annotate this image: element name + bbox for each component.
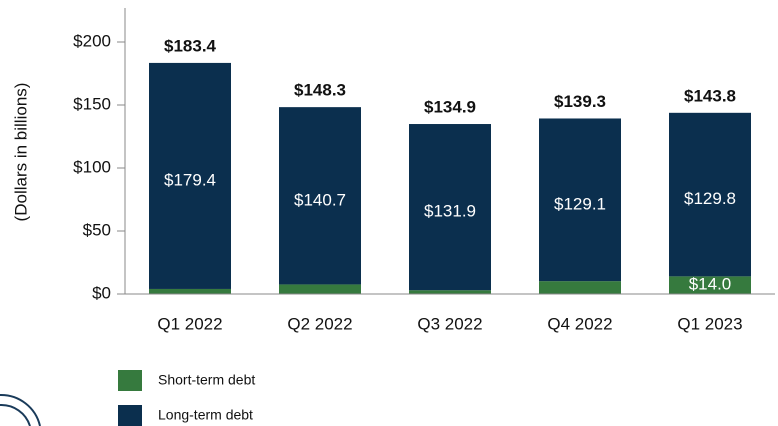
- bar-segment: [409, 124, 491, 291]
- bar-segment: [149, 62, 231, 289]
- bar-segment: [539, 281, 621, 294]
- x-tick-label: Q4 2022: [547, 314, 612, 333]
- x-tick-label: Q3 2022: [417, 314, 482, 333]
- value-label: $179.4: [164, 170, 216, 189]
- total-label: $148.3: [294, 81, 346, 100]
- legend-label: Long-term debt: [158, 407, 253, 423]
- value-label: $131.9: [424, 202, 476, 221]
- legend-swatch: [118, 405, 142, 426]
- bar-segment: [149, 288, 231, 294]
- y-axis-label: (Dollars in billions): [11, 83, 30, 222]
- logo: [0, 403, 31, 426]
- value-label: $129.1: [554, 194, 606, 213]
- bar-segment: [279, 107, 361, 285]
- y-tick-label: $200: [73, 31, 111, 50]
- value-label: $129.8: [684, 189, 736, 208]
- y-tick-label: $150: [73, 94, 111, 113]
- x-tick-label: Q1 2022: [157, 314, 222, 333]
- total-label: $139.3: [554, 92, 606, 111]
- y-tick-label: $50: [83, 220, 111, 239]
- value-label: $14.0: [689, 275, 732, 294]
- bar-segment: [279, 284, 361, 294]
- bar-segment: [409, 290, 491, 294]
- bar-segment: [669, 112, 751, 277]
- total-label: $143.8: [684, 86, 736, 105]
- y-tick-label: $100: [73, 157, 111, 176]
- bar-segment: [539, 118, 621, 282]
- x-tick-label: Q1 2023: [677, 314, 742, 333]
- legend-swatch: [118, 370, 142, 391]
- legend-label: Short-term debt: [158, 372, 255, 388]
- logo: [0, 393, 41, 426]
- total-label: $134.9: [424, 98, 476, 117]
- bar-segment: [669, 276, 751, 294]
- x-tick-label: Q2 2022: [287, 314, 352, 333]
- total-label: $183.4: [164, 36, 217, 55]
- value-label: $140.7: [294, 190, 346, 209]
- y-tick-label: $0: [92, 283, 111, 302]
